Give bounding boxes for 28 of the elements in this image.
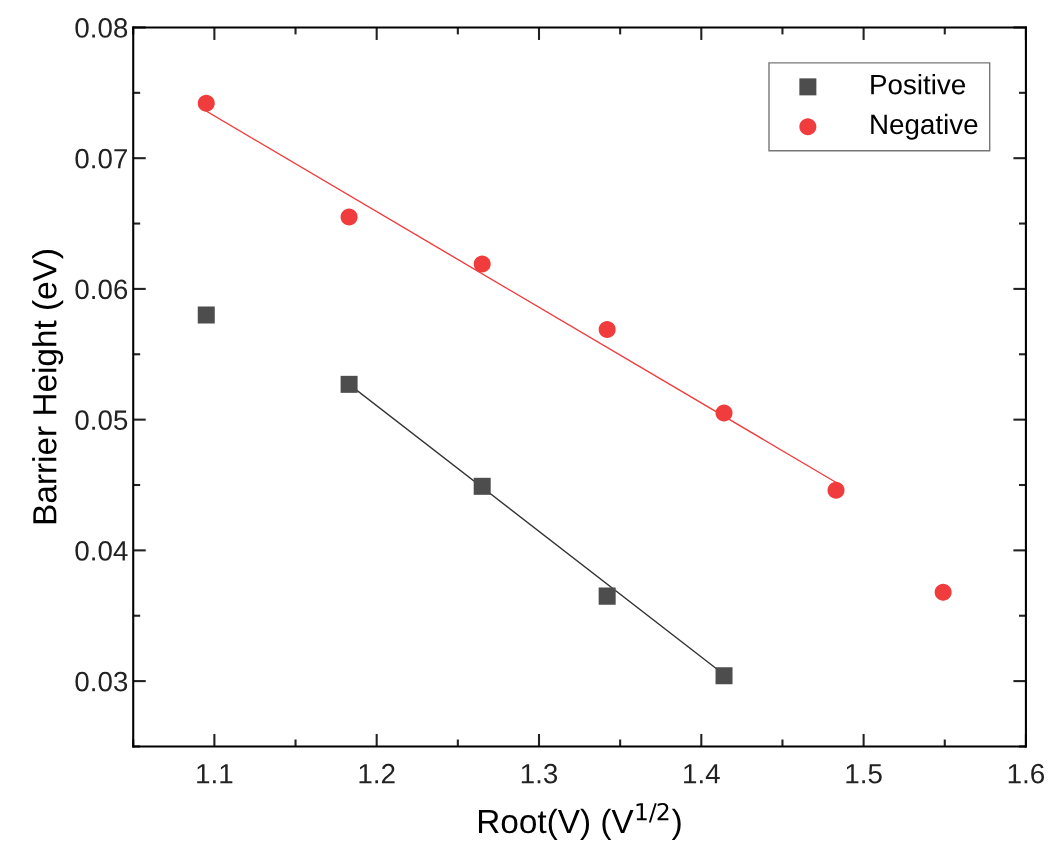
point xyxy=(827,481,845,499)
x-tick-label: 1.3 xyxy=(521,763,558,784)
point xyxy=(715,404,733,422)
x-tick-label: 1.6 xyxy=(1008,763,1045,784)
point xyxy=(598,320,616,338)
x-tick-label: 1.5 xyxy=(846,764,882,784)
x-axis-title: Root(V) (V$^{1/2}$) xyxy=(478,802,681,840)
point xyxy=(340,375,358,393)
y-tick-label: 0.07 xyxy=(75,148,127,169)
y-tick-label: 0.05 xyxy=(75,410,128,430)
x-tick-label: 1.1 xyxy=(197,764,233,784)
y-tick-label: 0.08 xyxy=(75,18,128,38)
point xyxy=(473,255,491,273)
point xyxy=(598,587,616,605)
point xyxy=(473,477,491,495)
point xyxy=(715,667,733,685)
legend-label: Positive xyxy=(871,74,966,95)
point xyxy=(340,208,358,226)
x-tick-label: 1.2 xyxy=(359,763,395,784)
y-axis-title: Barrier Height (eV) xyxy=(32,250,64,524)
point xyxy=(197,306,215,324)
point xyxy=(197,94,215,112)
y-tick-label: 0.04 xyxy=(75,541,128,561)
legend-label: Negative xyxy=(871,113,978,140)
point xyxy=(934,583,952,601)
y-tick-label: 0.06 xyxy=(75,279,128,300)
y-tick-label: 0.03 xyxy=(75,671,128,692)
x-tick-label: 1.4 xyxy=(684,764,720,784)
